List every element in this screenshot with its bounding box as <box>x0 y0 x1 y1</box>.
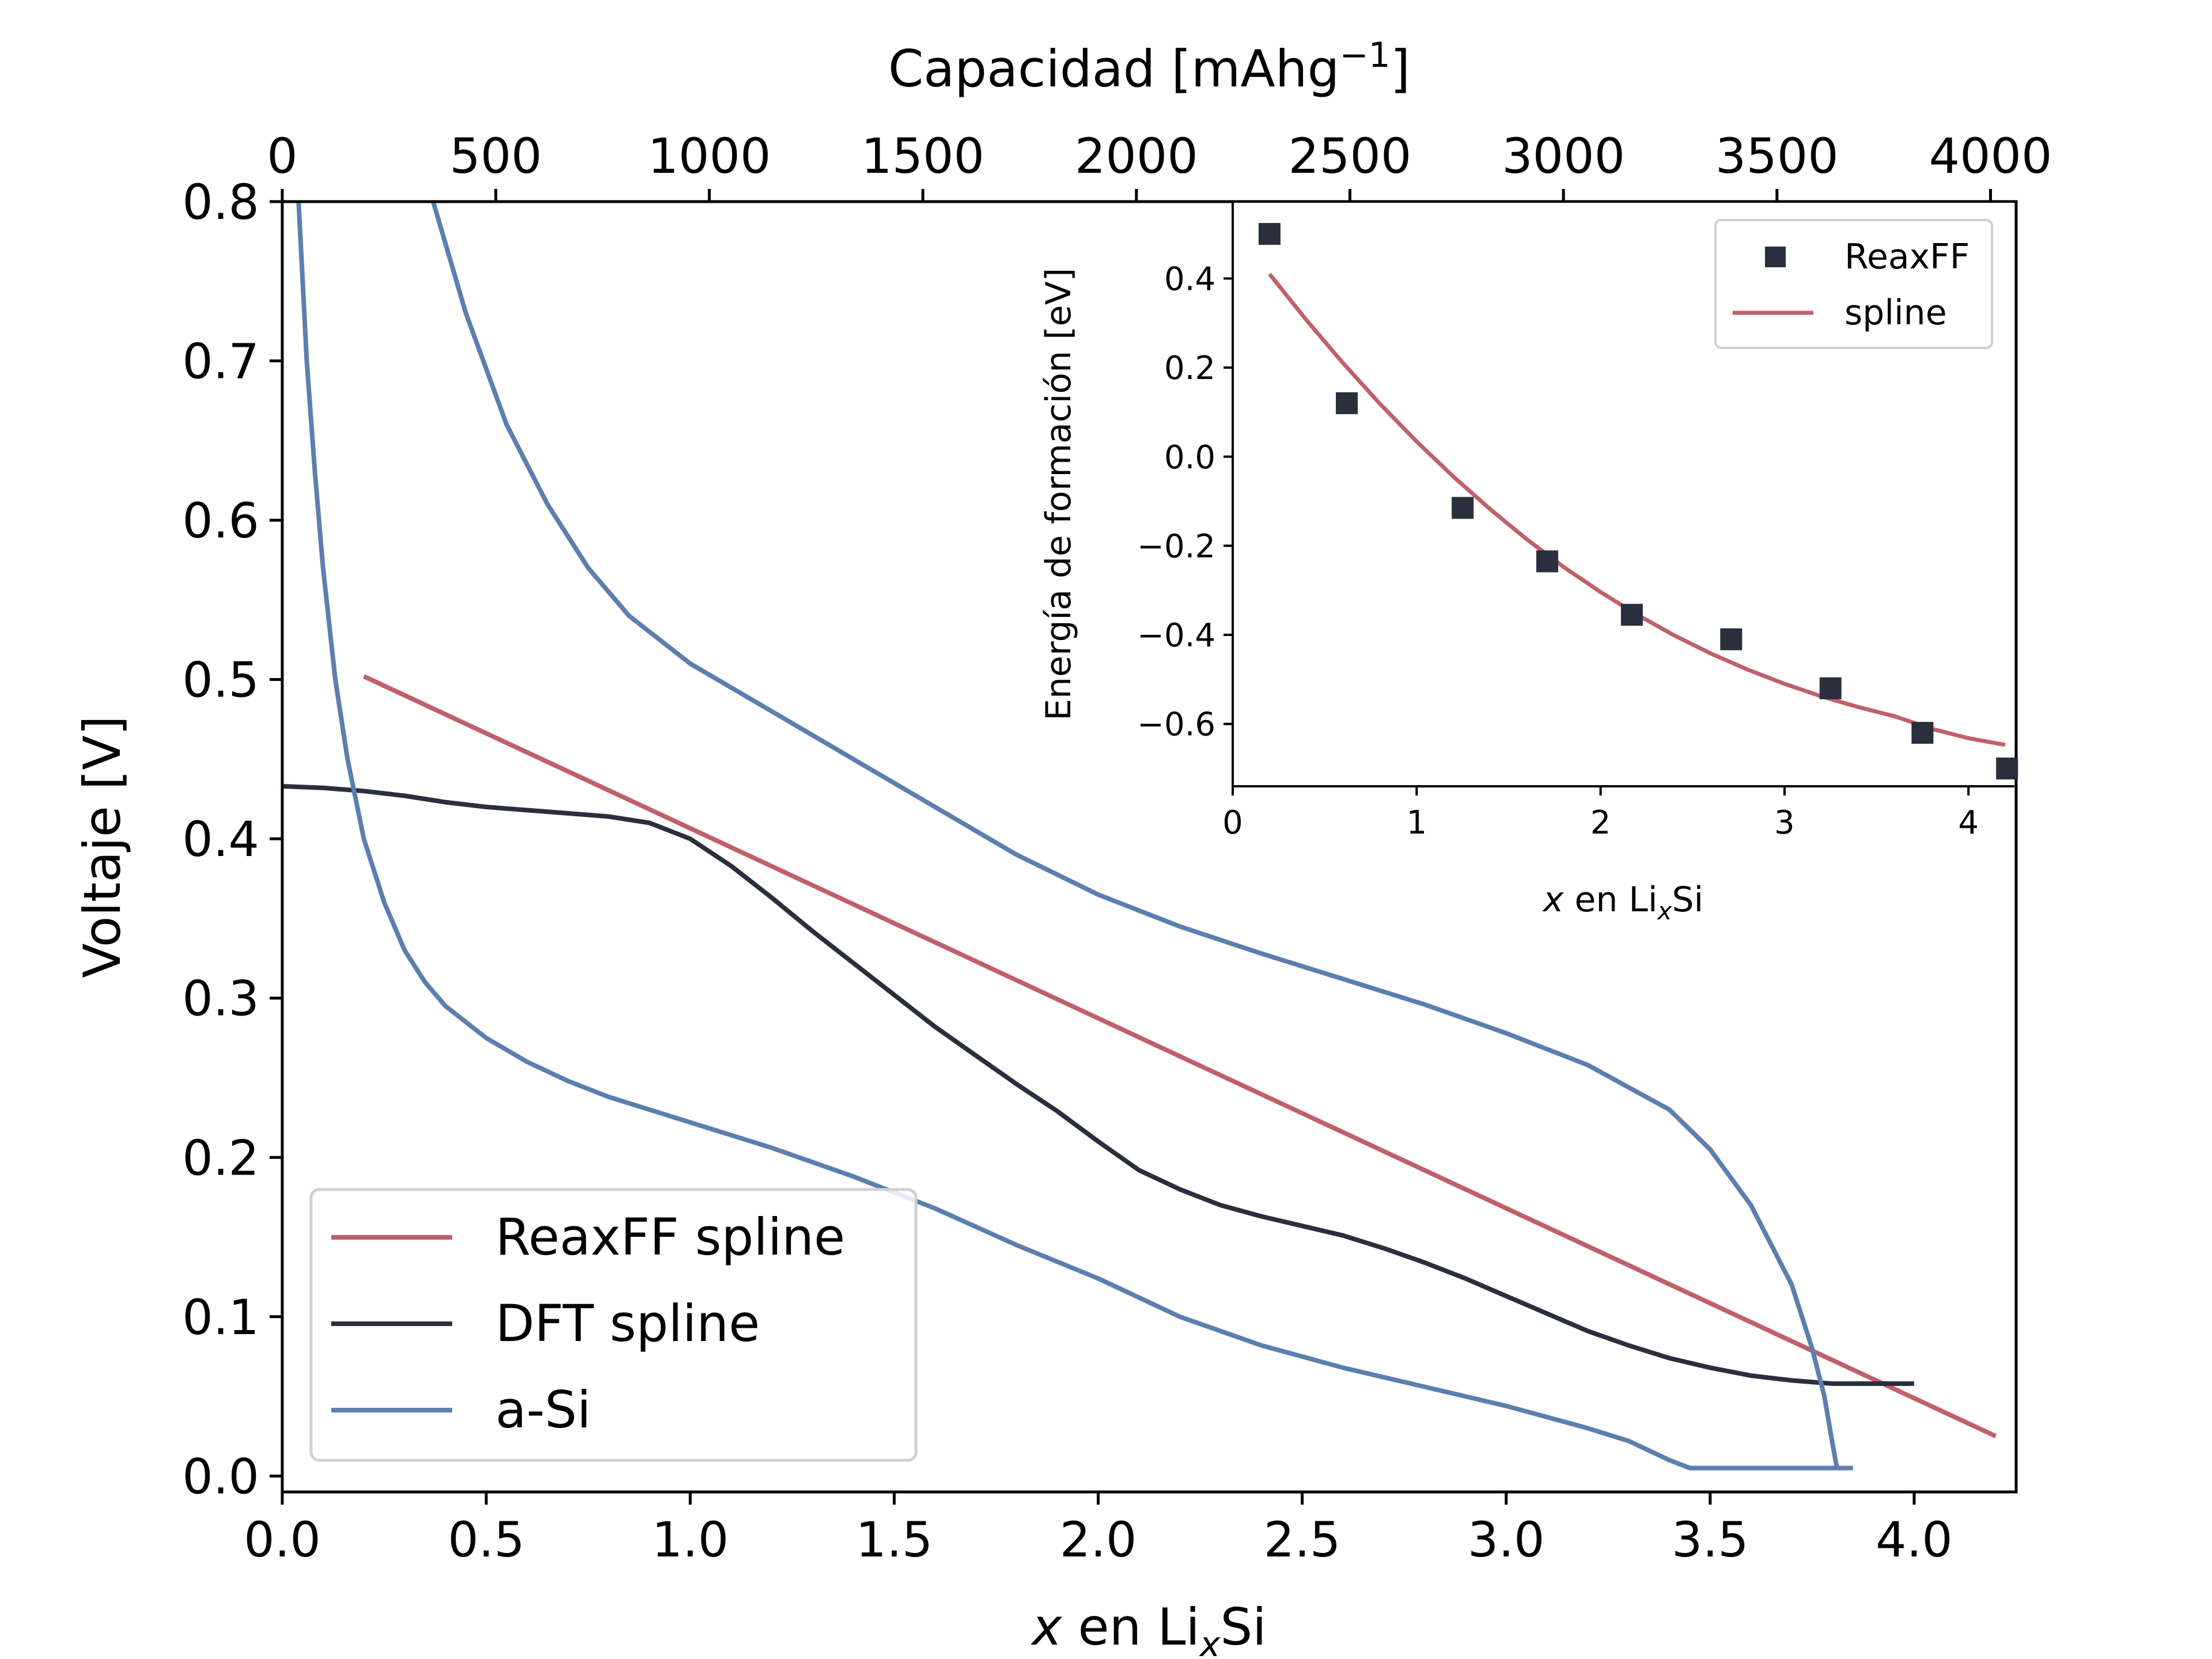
main-y-ticks: 0.0 0.1 0.2 0.3 0.4 0.5 0.6 0.7 0.8 <box>182 174 282 1505</box>
inset-scatter-point <box>1258 223 1281 245</box>
main-x-tick-label: 3.0 <box>1468 1512 1545 1568</box>
inset-x-axis-title: x en LixSi <box>1542 880 1703 925</box>
inset-y-tick-label: −0.4 <box>1137 617 1215 654</box>
inset-y-tick-label: 0.2 <box>1164 350 1215 387</box>
main-top-x-tick-label: 1000 <box>647 128 771 184</box>
main-legend: ReaxFF spline DFT spline a-Si <box>309 1188 918 1462</box>
inset-scatter-point <box>1336 392 1358 414</box>
main-top-x-tick-label: 2000 <box>1075 128 1198 184</box>
inset-y-ticks: 0.4 0.2 0.0 −0.2 −0.4 −0.6 <box>1137 260 1233 744</box>
series-line-a-si <box>296 201 1853 1471</box>
main-y-axis-title: Voltaje [V] <box>73 715 132 978</box>
main-y-tick-label: 0.1 <box>182 1289 259 1346</box>
inset-y-tick-label: −0.2 <box>1137 528 1215 565</box>
main-y-tick-label: 0.0 <box>182 1448 259 1505</box>
inset-y-tick-label: −0.6 <box>1137 706 1215 744</box>
main-top-x-tick-label: 2500 <box>1289 128 1412 184</box>
main-top-x-tick-label: 3500 <box>1715 128 1839 184</box>
series-line-dft-spline <box>282 783 1914 1386</box>
inset-y-axis-title: Energía de formación [eV] <box>1039 268 1079 721</box>
main-y-tick-label: 0.7 <box>182 334 259 390</box>
main-x-axis-title: x en LixSi <box>1030 1597 1266 1659</box>
main-legend-box <box>309 1188 918 1462</box>
inset-legend-entry-reaxff: ReaxFF <box>1765 237 1969 277</box>
legend-entry-dft-spline: DFT spline <box>331 1294 760 1353</box>
main-y-tick-label: 0.2 <box>182 1130 259 1186</box>
main-top-x-tick-label: 3000 <box>1502 128 1625 184</box>
main-top-x-tick-label: 1500 <box>861 128 984 184</box>
series-line-a-si-upper <box>431 200 1839 1469</box>
main-top-xlabel-tail: ] <box>1391 39 1410 99</box>
inset-scatter-point <box>1720 628 1743 650</box>
legend-label-reaxff-spline: ReaxFF spline <box>495 1207 845 1267</box>
inset-legend-swatch-reaxff <box>1765 247 1786 267</box>
main-y-tick-label: 0.5 <box>182 652 259 709</box>
inset-xlabel-italic: x <box>1542 880 1564 920</box>
main-x-tick-label: 2.0 <box>1060 1512 1137 1568</box>
inset-y-tick-label: 0.0 <box>1164 439 1215 476</box>
main-y-tick-label: 0.8 <box>182 174 259 230</box>
series-line-reaxff-spline <box>362 674 1997 1438</box>
legend-label-dft-spline: DFT spline <box>495 1294 760 1353</box>
inset-y-tick-label: 0.4 <box>1164 260 1215 298</box>
main-plot: 0.0 0.5 1.0 1.5 2.0 2.5 3.0 3.5 4.0 0.0 0.1 0.2 0.3… <box>73 35 2052 1659</box>
inset-x-tick-label: 3 <box>1774 804 1795 842</box>
legend-entry-reaxff-spline: ReaxFF spline <box>331 1207 845 1267</box>
main-top-xlabel-text: Capacidad [mAhg <box>888 39 1340 99</box>
main-x-ticks: 0.0 0.5 1.0 1.5 2.0 2.5 3.0 3.5 4.0 <box>244 1492 1953 1568</box>
main-series-layer <box>282 200 1997 1471</box>
inset-legend-label-reaxff: ReaxFF <box>1844 237 1969 277</box>
main-top-x-ticks: 0 500 1000 1500 2000 2500 3000 3500 4000 <box>267 128 2052 202</box>
inset-scatter-point <box>1620 604 1643 626</box>
inset-scatter-point <box>1911 722 1934 744</box>
inset-x-tick-label: 2 <box>1590 804 1611 842</box>
main-top-xlabel-sup: −1 <box>1339 35 1390 75</box>
main-top-x-tick-label: 500 <box>450 128 542 184</box>
inset-xlabel-sub: x <box>1657 897 1673 925</box>
main-xlabel-italic: x <box>1030 1597 1062 1657</box>
main-x-tick-label: 0.0 <box>244 1512 321 1568</box>
main-xlabel-sub: x <box>1199 1624 1221 1659</box>
main-x-tick-label: 1.0 <box>652 1512 729 1568</box>
main-y-tick-label: 0.4 <box>182 811 259 868</box>
main-plot-frame <box>281 200 2018 1494</box>
legend-label-a-si: a-Si <box>495 1380 591 1440</box>
inset-series-layer <box>1258 223 2018 780</box>
inset-legend-label-spline: spline <box>1844 293 1947 333</box>
inset-legend-entry-spline: spline <box>1733 293 1947 333</box>
legend-entry-a-si: a-Si <box>331 1380 591 1440</box>
main-xlabel-tail: Si <box>1220 1597 1266 1657</box>
inset-x-tick-label: 4 <box>1958 804 1979 842</box>
inset-xlabel-tail: Si <box>1672 880 1703 920</box>
inset-legend: ReaxFF spline <box>1714 219 1993 349</box>
main-xlabel-text: en Li <box>1062 1597 1199 1657</box>
main-x-tick-label: 0.5 <box>448 1512 525 1568</box>
inset-scatter-point <box>1452 497 1474 519</box>
main-x-tick-label: 2.5 <box>1264 1512 1341 1568</box>
inset-scatter-point <box>1536 550 1558 573</box>
inset-x-tick-label: 0 <box>1222 804 1243 842</box>
main-y-tick-label: 0.6 <box>182 493 259 549</box>
main-x-tick-label: 3.5 <box>1672 1512 1749 1568</box>
main-x-tick-label: 4.0 <box>1876 1512 1953 1568</box>
main-top-x-axis-title: Capacidad [mAhg−1] <box>888 35 1410 99</box>
inset-x-tick-label: 1 <box>1406 804 1427 842</box>
main-x-tick-label: 1.5 <box>856 1512 933 1568</box>
inset-scatter-point <box>1996 757 2018 780</box>
main-y-tick-label: 0.3 <box>182 971 259 1027</box>
main-top-x-tick-label: 0 <box>267 128 297 184</box>
main-top-x-tick-label: 4000 <box>1929 128 2052 184</box>
inset-x-ticks: 0 1 2 3 4 <box>1222 786 1979 842</box>
inset-xlabel-text: en Li <box>1563 880 1657 920</box>
inset-scatter-point <box>1819 677 1842 699</box>
